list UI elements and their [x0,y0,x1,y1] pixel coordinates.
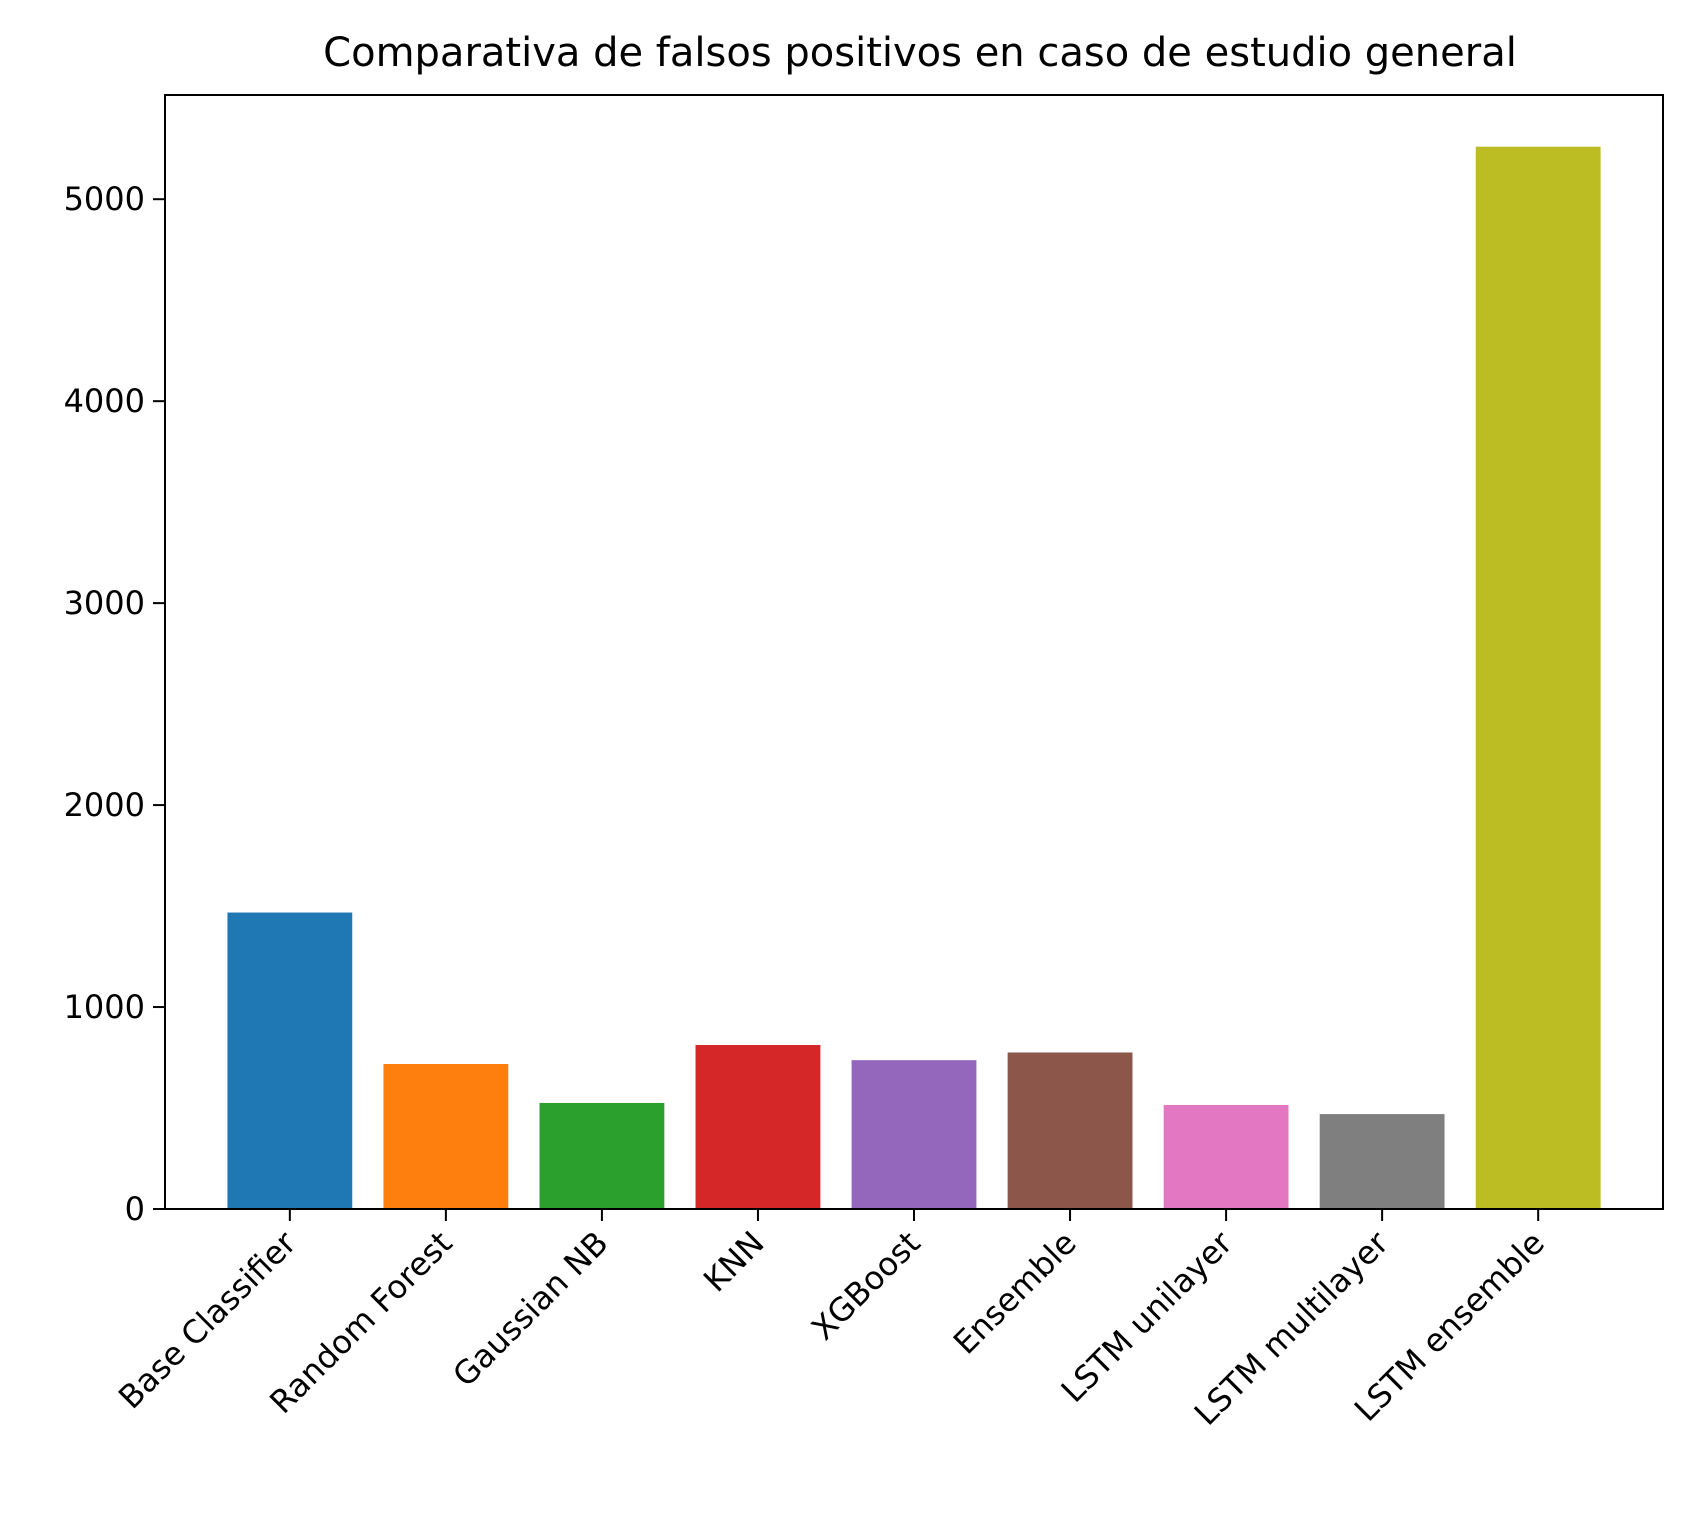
bar-base-classifier [227,912,353,1209]
bar-gaussian-nb [539,1102,665,1209]
bars [227,146,1601,1210]
y-tick-label: 3000 [64,584,145,622]
bar-knn [695,1045,821,1209]
tick-marks [153,198,1540,1221]
y-tick-label: 5000 [64,180,145,218]
bar-lstm-unilayer [1163,1104,1289,1209]
x-tick-label: Ensemble [946,1224,1084,1362]
bar-lstm-multilayer [1319,1114,1445,1209]
y-tick-label: 0 [125,1190,145,1228]
bar-lstm-ensemble [1475,146,1601,1210]
plot-frame [164,94,1664,1210]
bar-random-forest [383,1063,509,1209]
chart-title: Comparativa de falsos positivos en caso … [323,30,1517,76]
y-tick-label: 2000 [64,786,145,824]
y-tick-label: 1000 [64,988,145,1026]
x-tick-label: KNN [696,1224,772,1300]
x-tick-label: XGBoost [804,1224,928,1348]
x-tick-label: Gaussian NB [445,1224,615,1394]
bar-xgboost [851,1060,977,1209]
y-tick-label: 4000 [64,382,145,420]
bar-ensemble [1007,1052,1133,1209]
